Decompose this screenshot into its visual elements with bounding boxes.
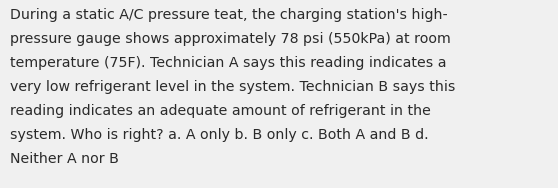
Text: reading indicates an adequate amount of refrigerant in the: reading indicates an adequate amount of … — [10, 104, 431, 118]
Text: temperature (75F). Technician A says this reading indicates a: temperature (75F). Technician A says thi… — [10, 56, 446, 70]
Text: pressure gauge shows approximately 78 psi (550kPa) at room: pressure gauge shows approximately 78 ps… — [10, 32, 451, 45]
Text: very low refrigerant level in the system. Technician B says this: very low refrigerant level in the system… — [10, 80, 455, 94]
Text: During a static A/C pressure teat, the charging station's high-: During a static A/C pressure teat, the c… — [10, 8, 448, 21]
Text: system. Who is right? a. A only b. B only c. Both A and B d.: system. Who is right? a. A only b. B onl… — [10, 128, 429, 142]
Text: Neither A nor B: Neither A nor B — [10, 152, 119, 166]
